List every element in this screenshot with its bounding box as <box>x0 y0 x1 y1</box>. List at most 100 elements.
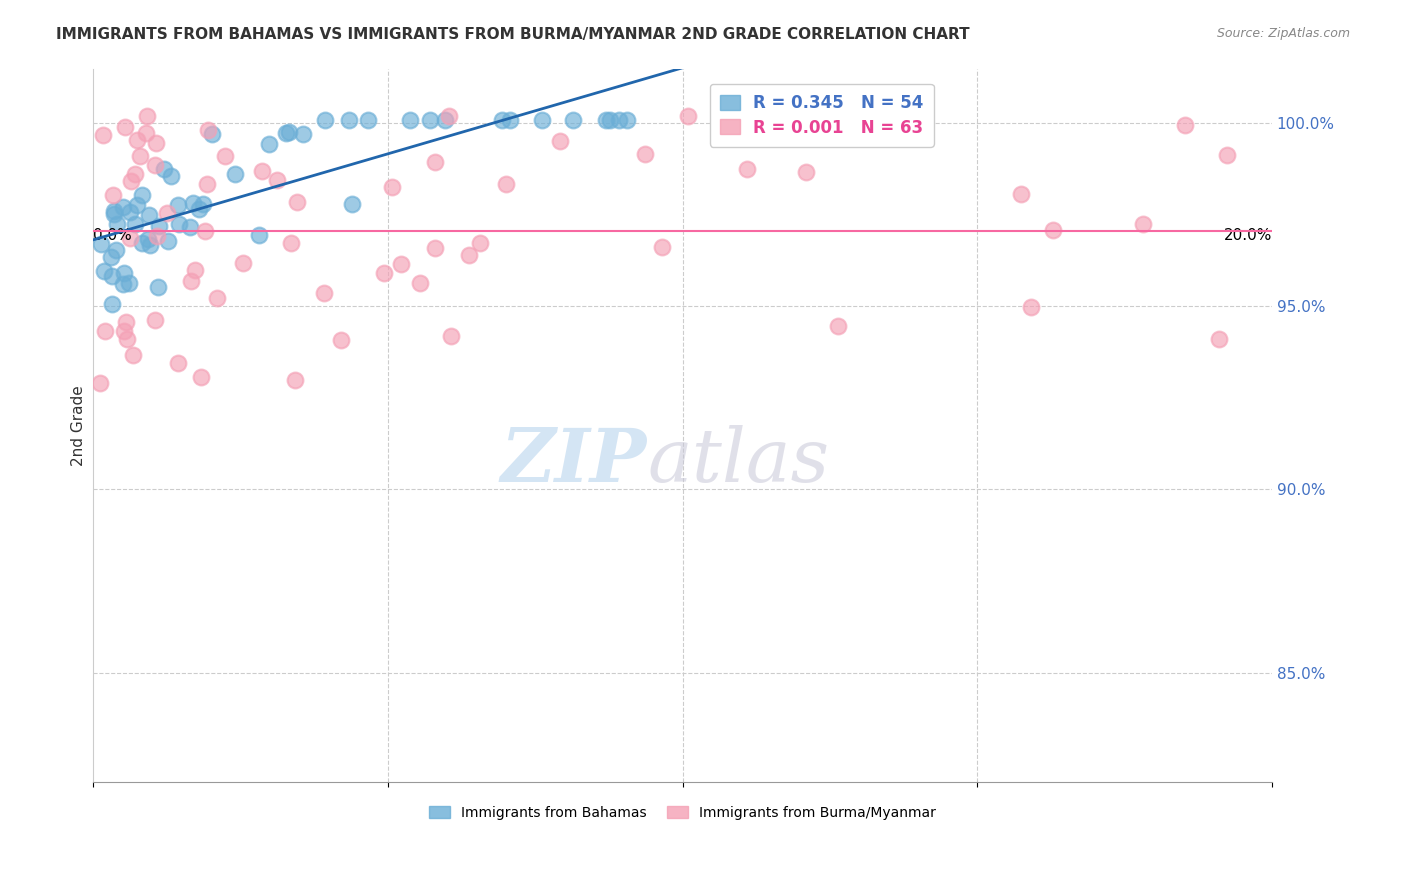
Point <box>104 243 127 257</box>
Point <box>257 136 280 151</box>
Point <box>138 238 160 252</box>
Point <box>112 277 135 291</box>
Point <box>457 248 479 262</box>
Point <box>651 240 673 254</box>
Point <box>131 235 153 250</box>
Point <box>112 324 135 338</box>
Point <box>128 148 150 162</box>
Point <box>145 159 167 173</box>
Point <box>93 264 115 278</box>
Point <box>314 285 336 300</box>
Point <box>330 333 353 347</box>
Point <box>112 200 135 214</box>
Point <box>499 112 522 127</box>
Point <box>389 257 412 271</box>
Point <box>153 162 176 177</box>
Point <box>194 224 217 238</box>
Point <box>90 237 112 252</box>
Point <box>159 169 181 184</box>
Legend: Immigrants from Bahamas, Immigrants from Burma/Myanmar: Immigrants from Bahamas, Immigrants from… <box>423 800 942 825</box>
Point <box>120 231 142 245</box>
Point <box>548 134 571 148</box>
Point <box>94 324 117 338</box>
Point <box>491 112 513 127</box>
Point <box>440 329 463 343</box>
Point <box>181 196 204 211</box>
Point <box>276 127 298 141</box>
Point <box>205 292 228 306</box>
Point <box>423 241 446 255</box>
Point <box>115 315 138 329</box>
Point <box>214 149 236 163</box>
Point <box>201 128 224 142</box>
Point <box>419 112 441 127</box>
Point <box>337 112 360 127</box>
Point <box>266 173 288 187</box>
Point <box>470 235 492 250</box>
Point <box>105 218 128 232</box>
Point <box>179 220 201 235</box>
Point <box>131 188 153 202</box>
Text: Source: ZipAtlas.com: Source: ZipAtlas.com <box>1216 27 1350 40</box>
Point <box>530 112 553 127</box>
Point <box>423 155 446 169</box>
Point <box>190 370 212 384</box>
Point <box>184 263 207 277</box>
Point <box>433 112 456 127</box>
Point <box>118 205 141 219</box>
Point <box>91 128 114 143</box>
Point <box>291 127 314 141</box>
Point <box>676 109 699 123</box>
Point <box>342 196 364 211</box>
Text: atlas: atlas <box>647 425 830 498</box>
Point <box>121 348 143 362</box>
Point <box>135 126 157 140</box>
Point <box>197 123 219 137</box>
Text: IMMIGRANTS FROM BAHAMAS VS IMMIGRANTS FROM BURMA/MYANMAR 2ND GRADE CORRELATION C: IMMIGRANTS FROM BAHAMAS VS IMMIGRANTS FR… <box>56 27 970 42</box>
Point <box>101 297 124 311</box>
Point <box>595 112 617 127</box>
Point <box>117 332 139 346</box>
Point <box>280 236 302 251</box>
Point <box>120 174 142 188</box>
Point <box>607 112 630 127</box>
Point <box>146 280 169 294</box>
Point <box>1132 217 1154 231</box>
Text: 0.0%: 0.0% <box>93 227 132 243</box>
Point <box>252 164 274 178</box>
Point <box>1208 332 1230 346</box>
Point <box>1174 118 1197 132</box>
Point <box>124 217 146 231</box>
Point <box>794 164 817 178</box>
Point <box>1042 223 1064 237</box>
Point <box>138 232 160 246</box>
Point <box>135 109 157 123</box>
Point <box>634 147 657 161</box>
Point <box>146 228 169 243</box>
Point <box>148 219 170 233</box>
Point <box>191 197 214 211</box>
Point <box>278 125 301 139</box>
Point <box>187 202 209 217</box>
Point <box>114 120 136 134</box>
Point <box>314 112 336 127</box>
Point <box>616 112 638 127</box>
Point <box>156 235 179 249</box>
Text: ZIP: ZIP <box>501 425 647 498</box>
Point <box>166 197 188 211</box>
Point <box>381 179 404 194</box>
Point <box>495 177 517 191</box>
Point <box>224 167 246 181</box>
Point <box>249 228 271 243</box>
Text: 20.0%: 20.0% <box>1223 227 1272 243</box>
Point <box>599 112 621 127</box>
Y-axis label: 2nd Grade: 2nd Grade <box>72 385 86 466</box>
Point <box>285 195 308 210</box>
Point <box>735 161 758 176</box>
Point <box>103 207 125 221</box>
Point <box>112 266 135 280</box>
Point <box>89 376 111 391</box>
Point <box>124 167 146 181</box>
Point <box>125 198 148 212</box>
Point <box>284 373 307 387</box>
